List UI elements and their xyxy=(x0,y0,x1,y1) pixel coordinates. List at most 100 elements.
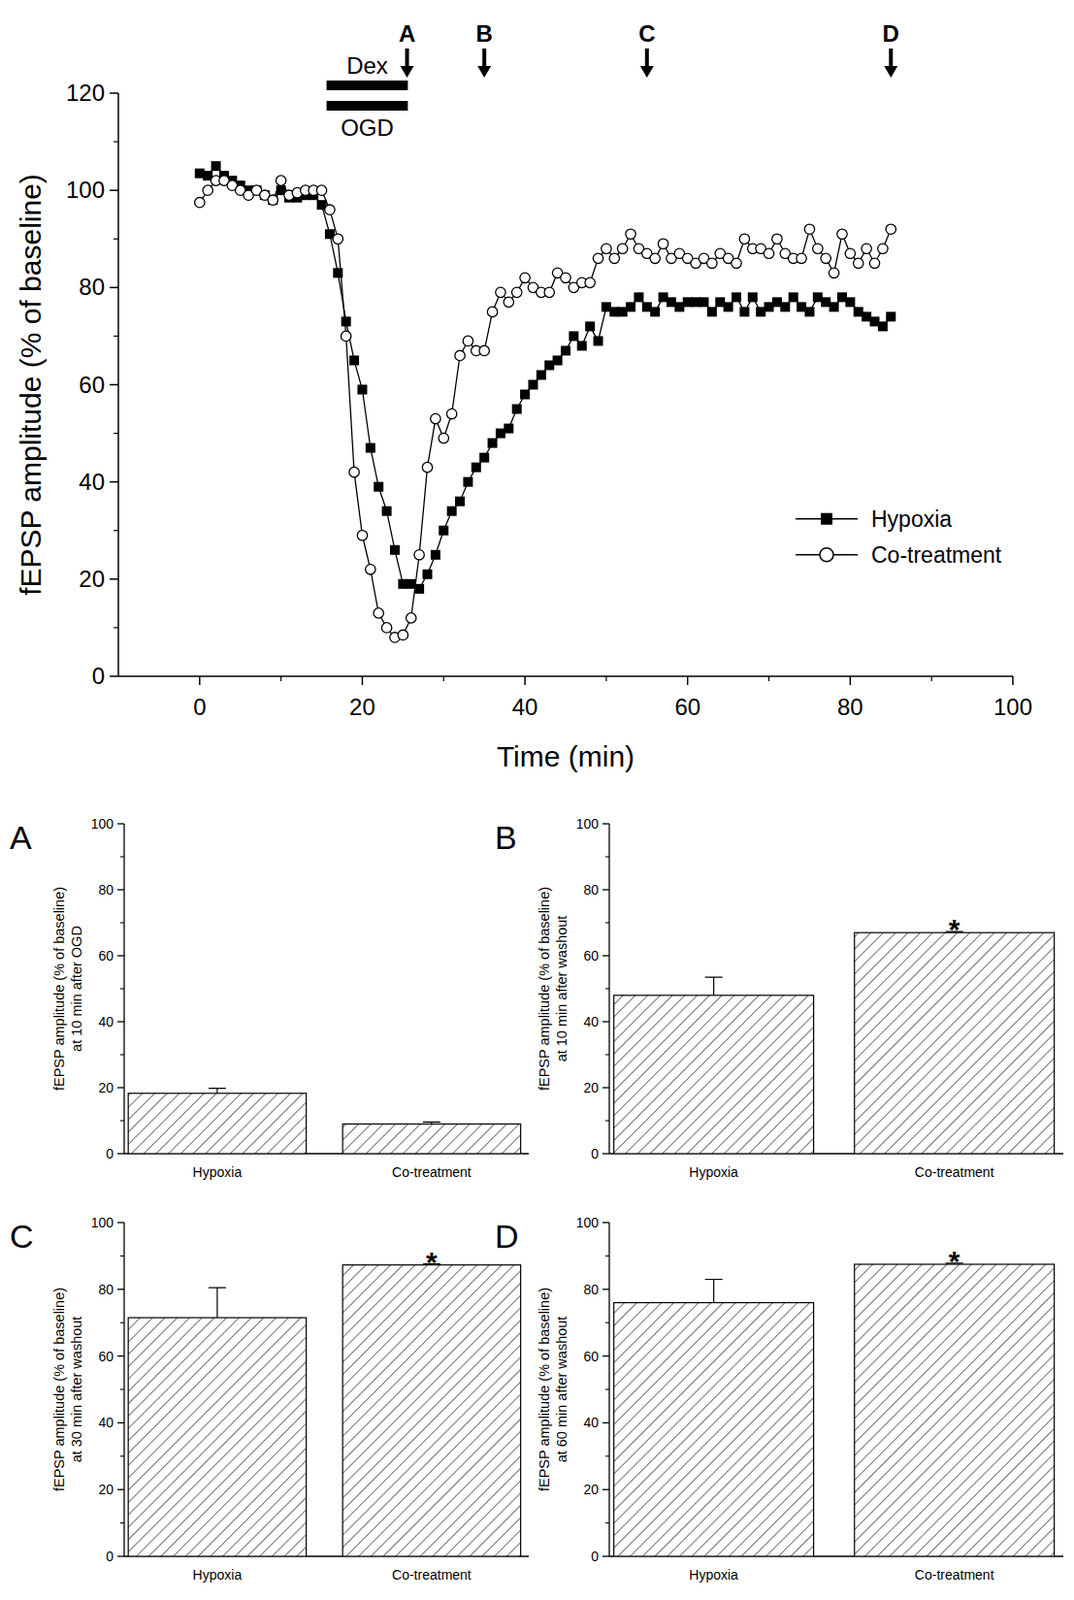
series-marker xyxy=(804,224,814,234)
y-tick-label: 20 xyxy=(583,1481,599,1498)
series-marker xyxy=(462,477,473,488)
panel-letter: A xyxy=(9,818,33,856)
x-tick-label: 20 xyxy=(349,693,376,720)
series-marker xyxy=(804,306,814,317)
period-label: Dex xyxy=(346,52,389,79)
legend-marker xyxy=(820,513,833,525)
series-marker xyxy=(885,311,896,322)
line-chart: 020406080100020406080100120Time (min)fEP… xyxy=(14,20,1033,773)
series-marker xyxy=(495,287,506,297)
series-marker xyxy=(365,443,376,454)
series-marker xyxy=(577,340,587,351)
significance: * xyxy=(948,1244,961,1277)
y-axis-label: at 10 min after washout xyxy=(553,915,570,1063)
y-tick-label: 80 xyxy=(78,273,105,300)
series-marker xyxy=(267,195,278,205)
legend-label: Hypoxia xyxy=(871,506,952,532)
panel-letter: D xyxy=(494,1217,520,1255)
y-tick xyxy=(602,1288,610,1290)
series-marker xyxy=(560,345,571,356)
y-tick-label: 20 xyxy=(97,1079,114,1096)
series-marker xyxy=(828,267,839,278)
period-bar xyxy=(326,100,409,111)
y-tick xyxy=(109,384,119,387)
series-marker xyxy=(487,306,497,317)
y-tick xyxy=(117,1288,125,1290)
arrow-shaft xyxy=(405,48,410,68)
y-minor-tick xyxy=(113,432,119,434)
series-marker xyxy=(845,296,855,307)
arrow-shaft xyxy=(888,48,893,68)
series-marker xyxy=(820,253,831,263)
y-tick-label: 0 xyxy=(590,1548,599,1564)
y-tick-label: 60 xyxy=(583,947,599,964)
series-marker xyxy=(349,355,359,365)
series-marker xyxy=(592,253,603,263)
series-marker xyxy=(780,301,790,312)
x-tick-label: Hypoxia xyxy=(688,1164,739,1180)
error-bar xyxy=(705,976,723,996)
x-tick-label: Co-treatment xyxy=(391,1164,472,1180)
period-label: OGD xyxy=(340,114,394,141)
y-tick xyxy=(109,481,119,484)
x-tick-label: Hypoxia xyxy=(193,1566,243,1583)
x-minor-tick xyxy=(931,676,933,682)
plot-area xyxy=(614,931,1055,1154)
series-marker xyxy=(423,569,433,580)
arrow-head xyxy=(640,65,654,78)
x-tick xyxy=(686,676,689,685)
y-tick-label: 40 xyxy=(97,1414,114,1431)
series-marker xyxy=(633,292,644,302)
y-tick-label: 0 xyxy=(105,1548,114,1564)
plot-area xyxy=(195,161,897,643)
series-marker xyxy=(707,258,717,268)
series-marker xyxy=(527,380,538,391)
panel-letter: C xyxy=(9,1217,34,1255)
y-tick xyxy=(109,287,119,290)
y-minor-tick xyxy=(605,1053,610,1055)
y-axis-label: fEPSP amplitude (% of baseline) xyxy=(536,1287,553,1492)
y-tick-label: 100 xyxy=(91,815,115,832)
y-tick xyxy=(602,888,610,890)
series-marker xyxy=(202,185,213,196)
bar xyxy=(342,1265,521,1557)
arrow-head xyxy=(883,65,898,78)
x-tick-label: 100 xyxy=(993,693,1033,720)
series-marker xyxy=(275,175,286,186)
y-minor-tick xyxy=(605,1455,610,1457)
series-marker xyxy=(625,228,636,239)
legend-marker xyxy=(819,548,834,562)
plot-area xyxy=(128,1088,521,1154)
panel-letter: B xyxy=(494,818,518,856)
bar-chart: 020406080100fEPSP amplitude (% of baseli… xyxy=(494,1214,1064,1583)
series-marker xyxy=(503,296,514,307)
y-tick-label: 60 xyxy=(583,1348,599,1365)
series-marker xyxy=(503,423,514,434)
series-marker xyxy=(267,195,278,205)
series-marker xyxy=(382,506,392,517)
y-tick xyxy=(117,1422,125,1424)
series-marker xyxy=(462,335,473,346)
x-tick-label: 40 xyxy=(512,693,539,720)
series-marker xyxy=(796,253,807,263)
y-tick xyxy=(117,1221,125,1223)
y-axis-label: fEPSP amplitude (% of baseline) xyxy=(51,1287,67,1492)
x-tick-label: Co-treatment xyxy=(391,1566,472,1583)
series-marker xyxy=(397,629,408,640)
y-tick-label: 60 xyxy=(97,947,114,964)
y-tick-label: 20 xyxy=(78,565,105,592)
y-tick xyxy=(117,1152,125,1154)
series-marker xyxy=(878,321,888,331)
y-minor-tick xyxy=(113,626,119,628)
series-marker xyxy=(585,321,595,331)
series-marker xyxy=(772,233,782,244)
series-marker xyxy=(446,408,456,419)
arrow-head xyxy=(400,65,415,78)
series-marker xyxy=(731,292,742,302)
x-tick xyxy=(361,676,364,685)
y-tick-label: 60 xyxy=(78,371,105,398)
series-marker xyxy=(414,550,424,560)
arrow-shaft xyxy=(482,48,487,68)
y-tick xyxy=(117,1355,125,1357)
series-marker xyxy=(650,306,660,317)
